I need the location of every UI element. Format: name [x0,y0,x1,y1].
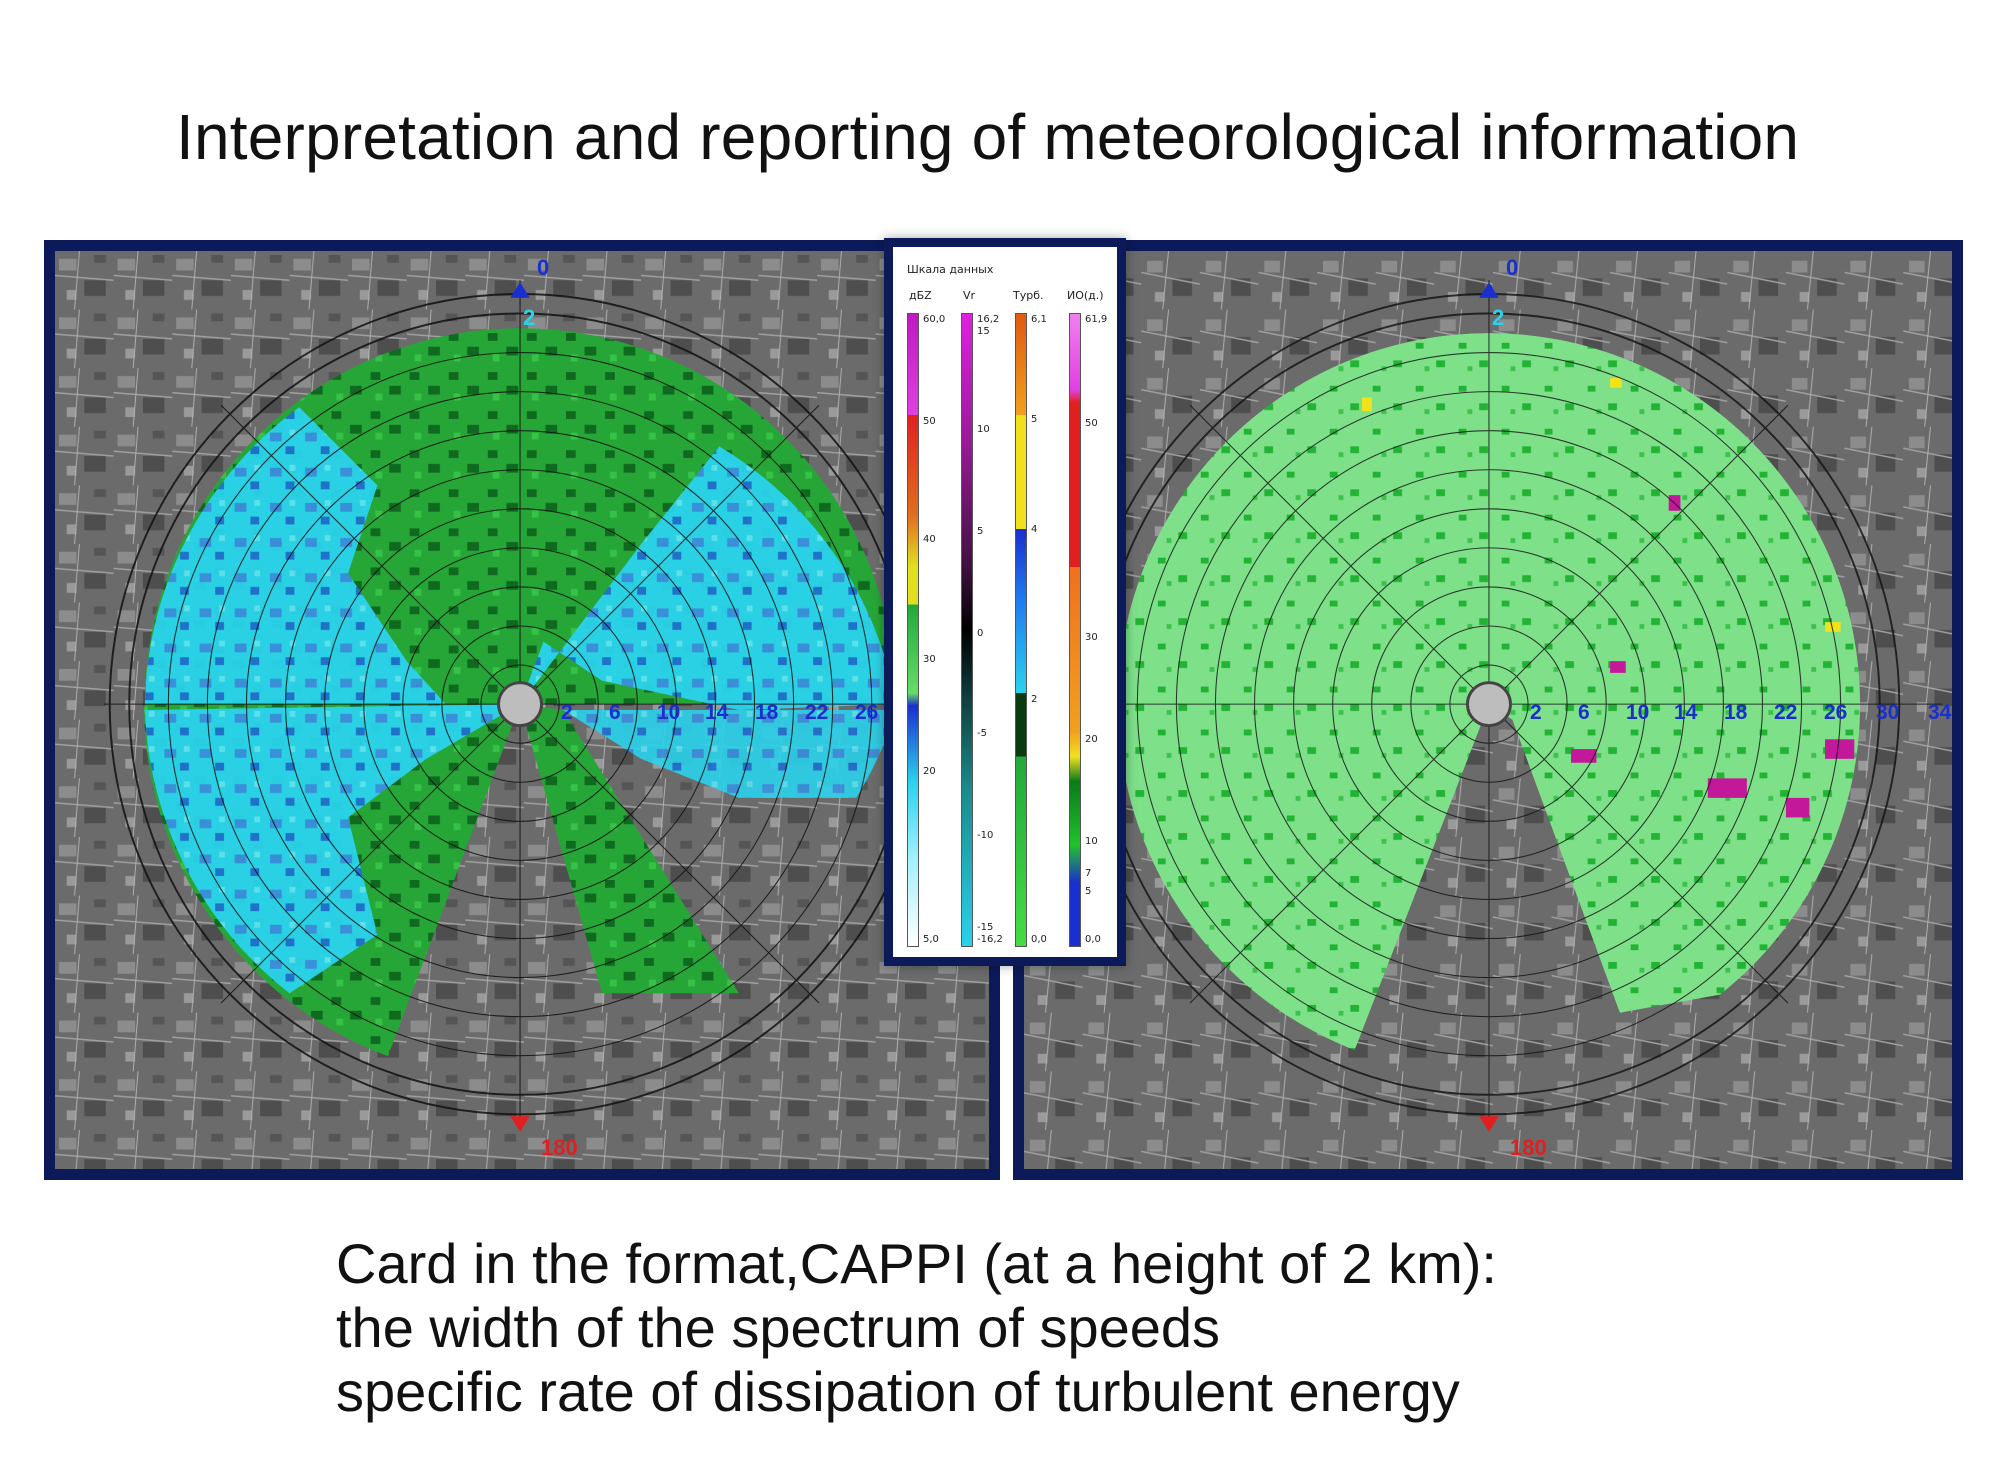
south-label: 180 [541,1135,578,1160]
range-label: 2 [1530,701,1542,724]
range-label: 6 [609,701,621,724]
legend-tick: 16,2 [977,314,1000,325]
legend-tick: 5 [977,526,984,537]
legend-tick: -10 [977,830,994,841]
legend-header-vr: Vr [963,289,976,302]
legend-tick: 61,9 [1085,314,1108,325]
legend-tick: 20 [1085,734,1098,745]
legend-tick: 10 [1085,836,1098,847]
legend-tick: 60,0 [923,314,946,325]
range-label: 22 [1774,701,1798,724]
legend-tick: -5 [977,728,987,739]
legend-tick: 30 [923,654,936,665]
range-label: 22 [805,701,829,724]
legend-tick: 5,0 [923,934,939,945]
legend-bar-io [1069,313,1081,947]
north-label: 0 [1506,255,1519,280]
legend-tick: 0 [977,628,984,639]
legend-bar-vr [961,313,973,947]
legend-tick: -15 [977,922,994,933]
caption-line: the width of the spectrum of speeds [336,1296,1221,1359]
legend-tick: 2 [1031,694,1038,705]
slide-title: Interpretation and reporting of meteorol… [176,101,1800,173]
range-label: 30 [1876,701,1900,724]
legend-tick: 40 [923,534,936,545]
radar-image-left [55,251,989,1169]
range-label: 26 [1824,701,1848,724]
legend-tick: 5 [1085,886,1092,897]
radar-map-turbulence-dissipation: 0 2 180 2 6 10 14 18 22 26 30 34 [1013,240,1963,1180]
legend-bar-dbz [907,313,919,947]
caption-line: Card in the format,CAPPI (at a height of… [336,1232,1497,1295]
range-label: 6 [1578,701,1590,724]
range-label: 14 [1674,701,1698,724]
range-label: 10 [1626,701,1650,724]
north-label: 0 [537,255,550,280]
data-scale-legend: Шкала данных дБZ 60,0 50 40 30 20 5,0 Vr… [884,238,1126,966]
legend-tick: 7 [1085,868,1092,879]
range-label: 18 [1724,701,1748,724]
height-label: 2 [523,305,536,330]
caption-line: specific rate of dissipation of turbulen… [336,1360,1460,1423]
legend-tick: 0,0 [1085,934,1101,945]
legend-header-io: ИО(д.) [1067,289,1104,302]
range-label: 18 [755,701,779,724]
legend-tick: 0,0 [1031,934,1047,945]
legend-title: Шкала данных [907,263,994,276]
legend-tick: 10 [977,424,990,435]
legend-tick: 6,1 [1031,314,1047,325]
legend-tick: 4 [1031,524,1038,535]
legend-tick: 30 [1085,632,1098,643]
radar-image-right [1024,251,1952,1169]
legend-bar-turb [1015,313,1027,947]
south-label: 180 [1510,1135,1547,1160]
radar-map-spectrum-width: 0 2 180 2 6 10 14 18 22 26 [44,240,1000,1180]
legend-tick: -16,2 [977,934,1003,945]
legend-tick: 50 [923,416,936,427]
slide-caption: Card in the format,CAPPI (at a height of… [336,1232,1497,1424]
legend-header-dbz: дБZ [909,289,932,302]
range-label: 10 [657,701,681,724]
range-label: 34 [1928,701,1952,724]
legend-tick: 5 [1031,414,1038,425]
legend-header-turb: Турб. [1013,289,1044,302]
range-label: 26 [855,701,879,724]
legend-tick: 20 [923,766,936,777]
legend-tick: 50 [1085,418,1098,429]
range-label: 2 [561,701,573,724]
legend-tick: 15 [977,326,990,337]
range-label: 14 [705,701,729,724]
height-label: 2 [1492,305,1505,330]
